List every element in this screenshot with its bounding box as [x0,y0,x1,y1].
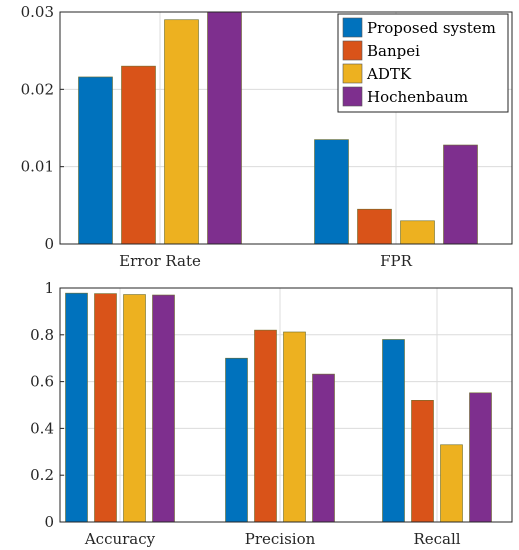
legend-label-proposed-system: Proposed system [367,19,496,37]
y-tick-label: 0 [44,235,54,253]
bar-banpei-error-rate [121,65,156,245]
legend-swatch-proposed-system [342,17,363,38]
legend-label-banpei: Banpei [367,42,420,60]
bar-hochenbaum-fpr [443,144,478,245]
bar-adtk-fpr [400,220,435,245]
x-tick-label-recall: Recall [413,530,460,548]
legend-label-hochenbaum: Hochenbaum [367,88,468,106]
bar-adtk-accuracy [123,294,146,523]
legend-box [337,13,509,113]
legend-swatch-adtk [342,63,363,84]
y-tick-label: 0.03 [21,3,54,21]
x-tick-label-error-rate: Error Rate [119,252,201,270]
bar-hochenbaum-error-rate [207,11,242,245]
y-tick-label: 0 [44,513,54,531]
bar-banpei-accuracy [94,293,117,523]
bar-banpei-fpr [357,208,392,245]
bar-banpei-precision [254,329,277,523]
bar-hochenbaum-accuracy [152,294,175,523]
bar-proposed-system-accuracy [65,292,88,523]
bar-hochenbaum-recall [469,392,492,523]
y-tick-label: 0.2 [30,466,54,484]
legend-swatch-hochenbaum [342,86,363,107]
accuracy-precision-recall-chart: 0 0.2 0.4 0.6 0.8 1 Accuracy Precision Recall [30,279,513,548]
y-tick-label: 0.02 [21,80,54,98]
bar-proposed-system-error-rate [78,76,113,245]
bar-hochenbaum-precision [312,373,335,523]
x-tick-label-fpr: FPR [380,252,413,270]
bar-proposed-system-precision [225,357,248,523]
y-tick-label: 0.6 [30,373,54,391]
legend-label-adtk: ADTK [366,65,412,83]
x-tick-label-precision: Precision [245,530,316,548]
x-tick-label-accuracy: Accuracy [84,530,156,548]
y-tick-label: 1 [44,279,54,297]
bar-adtk-precision [283,331,306,523]
bar-adtk-recall [440,444,463,523]
y-tick-label: 0.4 [30,419,54,437]
legend: Proposed system Banpei ADTK Hochenbaum [337,13,509,113]
bar-proposed-system-recall [382,339,405,523]
y-tick-label: 0.01 [21,158,54,176]
bar-banpei-recall [411,400,434,523]
axes-box [59,287,513,523]
error-fpr-chart: 0 0.01 0.02 0.03 Error Rate FPR [21,3,513,270]
y-tick-label: 0.8 [30,326,54,344]
bar-adtk-error-rate [164,19,199,245]
legend-swatch-banpei [342,40,363,61]
bar-proposed-system-fpr [314,139,349,245]
